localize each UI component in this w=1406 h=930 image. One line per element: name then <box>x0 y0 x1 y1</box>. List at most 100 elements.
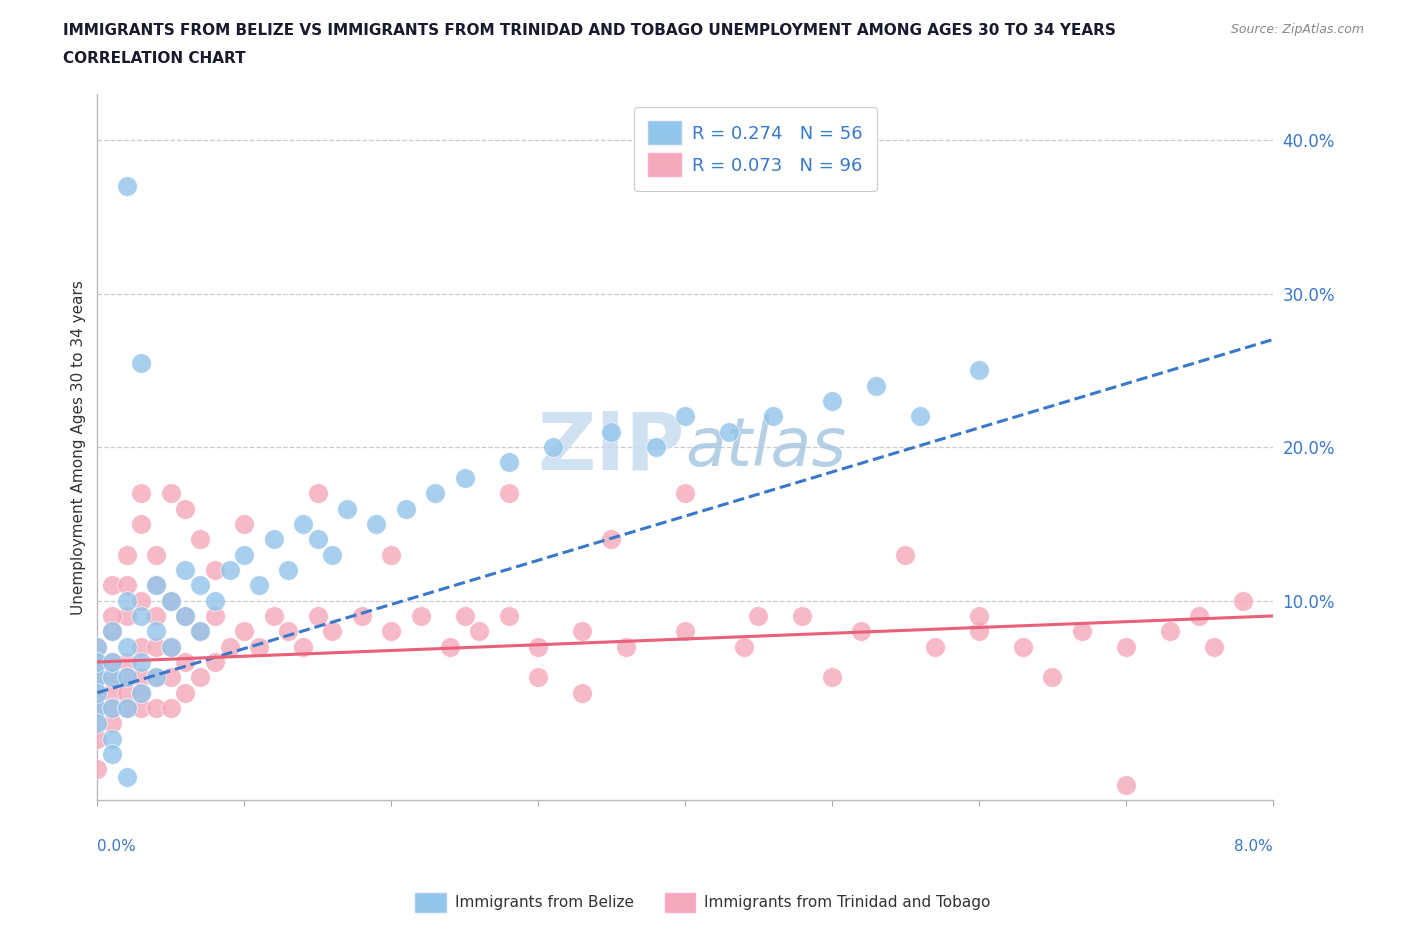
Legend: Immigrants from Belize, Immigrants from Trinidad and Tobago: Immigrants from Belize, Immigrants from … <box>409 887 997 918</box>
Point <box>247 639 270 654</box>
Point <box>115 639 138 654</box>
Point <box>673 409 696 424</box>
Point <box>174 501 197 516</box>
Point <box>1070 624 1092 639</box>
Point <box>101 731 124 746</box>
Point <box>498 455 520 470</box>
Point <box>380 547 402 562</box>
Point <box>188 670 211 684</box>
Point <box>395 501 418 516</box>
Point <box>292 516 315 531</box>
Point <box>468 624 491 639</box>
Point <box>307 532 329 547</box>
Point <box>188 624 211 639</box>
Point <box>115 670 138 684</box>
Point <box>673 624 696 639</box>
Legend: R = 0.274   N = 56, R = 0.073   N = 96: R = 0.274 N = 56, R = 0.073 N = 96 <box>634 107 877 191</box>
Point <box>600 532 623 547</box>
Point <box>1040 670 1063 684</box>
Point <box>115 700 138 715</box>
Point <box>541 440 564 455</box>
Point <box>350 608 373 623</box>
Point <box>101 655 124 670</box>
Point <box>131 516 153 531</box>
Point <box>292 639 315 654</box>
Point <box>174 608 197 623</box>
Point <box>409 608 432 623</box>
Point <box>307 608 329 623</box>
Point <box>1011 639 1033 654</box>
Point <box>159 639 181 654</box>
Point <box>101 624 124 639</box>
Point <box>86 639 108 654</box>
Point <box>247 578 270 592</box>
Point <box>498 485 520 500</box>
Point <box>101 685 124 700</box>
Point <box>86 762 108 777</box>
Text: CORRELATION CHART: CORRELATION CHART <box>63 51 246 66</box>
Point <box>188 624 211 639</box>
Point <box>145 578 167 592</box>
Point <box>101 700 124 715</box>
Point <box>321 547 343 562</box>
Point <box>571 685 593 700</box>
Point <box>967 608 990 623</box>
Point <box>453 471 475 485</box>
Point <box>762 409 785 424</box>
Point <box>115 670 138 684</box>
Text: atlas: atlas <box>685 414 846 480</box>
Point <box>924 639 946 654</box>
Point <box>204 563 226 578</box>
Point <box>131 593 153 608</box>
Point <box>86 731 108 746</box>
Point <box>644 440 666 455</box>
Point <box>453 608 475 623</box>
Point <box>101 670 124 684</box>
Point <box>188 532 211 547</box>
Point <box>101 655 124 670</box>
Point <box>159 485 181 500</box>
Point <box>865 379 887 393</box>
Point <box>614 639 637 654</box>
Point <box>380 624 402 639</box>
Point <box>1159 624 1181 639</box>
Point <box>115 179 138 193</box>
Point <box>263 532 285 547</box>
Point <box>1188 608 1211 623</box>
Point <box>115 655 138 670</box>
Point <box>131 685 153 700</box>
Point <box>115 578 138 592</box>
Point <box>321 624 343 639</box>
Point <box>174 563 197 578</box>
Point <box>174 655 197 670</box>
Point <box>145 639 167 654</box>
Text: 0.0%: 0.0% <box>97 839 136 854</box>
Point <box>821 670 844 684</box>
Point <box>86 670 108 684</box>
Point <box>439 639 461 654</box>
Point <box>86 700 108 715</box>
Point <box>131 608 153 623</box>
Point <box>145 624 167 639</box>
Point <box>101 608 124 623</box>
Point <box>498 608 520 623</box>
Point <box>86 639 108 654</box>
Text: 8.0%: 8.0% <box>1234 839 1272 854</box>
Point <box>204 655 226 670</box>
Point <box>115 700 138 715</box>
Point <box>967 624 990 639</box>
Point <box>204 593 226 608</box>
Point <box>145 670 167 684</box>
Point <box>218 563 240 578</box>
Point <box>86 655 108 670</box>
Point <box>233 624 256 639</box>
Point <box>218 639 240 654</box>
Point <box>86 685 108 700</box>
Point <box>86 716 108 731</box>
Point <box>1202 639 1225 654</box>
Point <box>131 670 153 684</box>
Point <box>145 700 167 715</box>
Point <box>159 670 181 684</box>
Point <box>131 639 153 654</box>
Point <box>1115 639 1137 654</box>
